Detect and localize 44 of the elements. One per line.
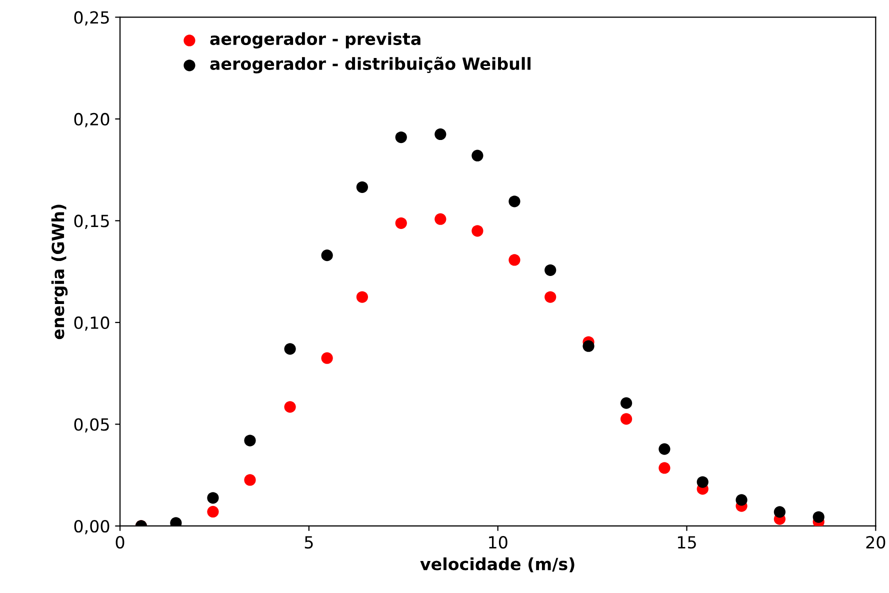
- point: [244, 474, 256, 486]
- point: [544, 264, 556, 276]
- point: [356, 181, 368, 193]
- point: [544, 291, 556, 303]
- y-tick-label: 0,00: [74, 520, 110, 534]
- y-axis-title: energia (GWh): [51, 204, 68, 340]
- point: [207, 492, 219, 504]
- point: [284, 401, 296, 413]
- y-tick-label: 0,05: [74, 418, 109, 432]
- point: [696, 476, 708, 488]
- point: [472, 225, 484, 237]
- x-tick-label: 20: [866, 536, 886, 549]
- x-tick-label: 10: [489, 536, 508, 549]
- point: [434, 213, 446, 225]
- point: [321, 250, 333, 262]
- point: [356, 291, 368, 303]
- point: [284, 343, 296, 355]
- point: [736, 494, 748, 506]
- point: [658, 443, 670, 455]
- point: [620, 413, 632, 425]
- point: [244, 434, 256, 446]
- y-tick-label: 0,10: [74, 316, 110, 331]
- legend-label: aerogerador - prevista: [210, 32, 420, 48]
- x-tick-label: 5: [304, 536, 313, 549]
- point: [812, 511, 824, 523]
- point: [207, 506, 219, 518]
- x-tick-label: 15: [678, 536, 696, 549]
- legend-label: aerogerador - distribuição Weibull: [210, 56, 530, 74]
- y-tick-label: 0,20: [74, 112, 110, 128]
- point: [774, 506, 786, 518]
- point: [434, 128, 446, 140]
- point: [508, 254, 520, 266]
- y-tick-label: 0,15: [74, 214, 109, 229]
- point: [582, 340, 594, 352]
- point: [472, 150, 484, 162]
- point: [321, 352, 333, 364]
- point: [658, 462, 670, 474]
- point: [508, 196, 520, 208]
- x-axis-title: velocidade (m/s): [420, 557, 574, 572]
- point: [620, 397, 632, 409]
- y-tick-label: 0,25: [74, 11, 109, 26]
- point: [395, 131, 407, 144]
- x-tick-label: 0: [116, 536, 124, 549]
- point: [395, 217, 407, 229]
